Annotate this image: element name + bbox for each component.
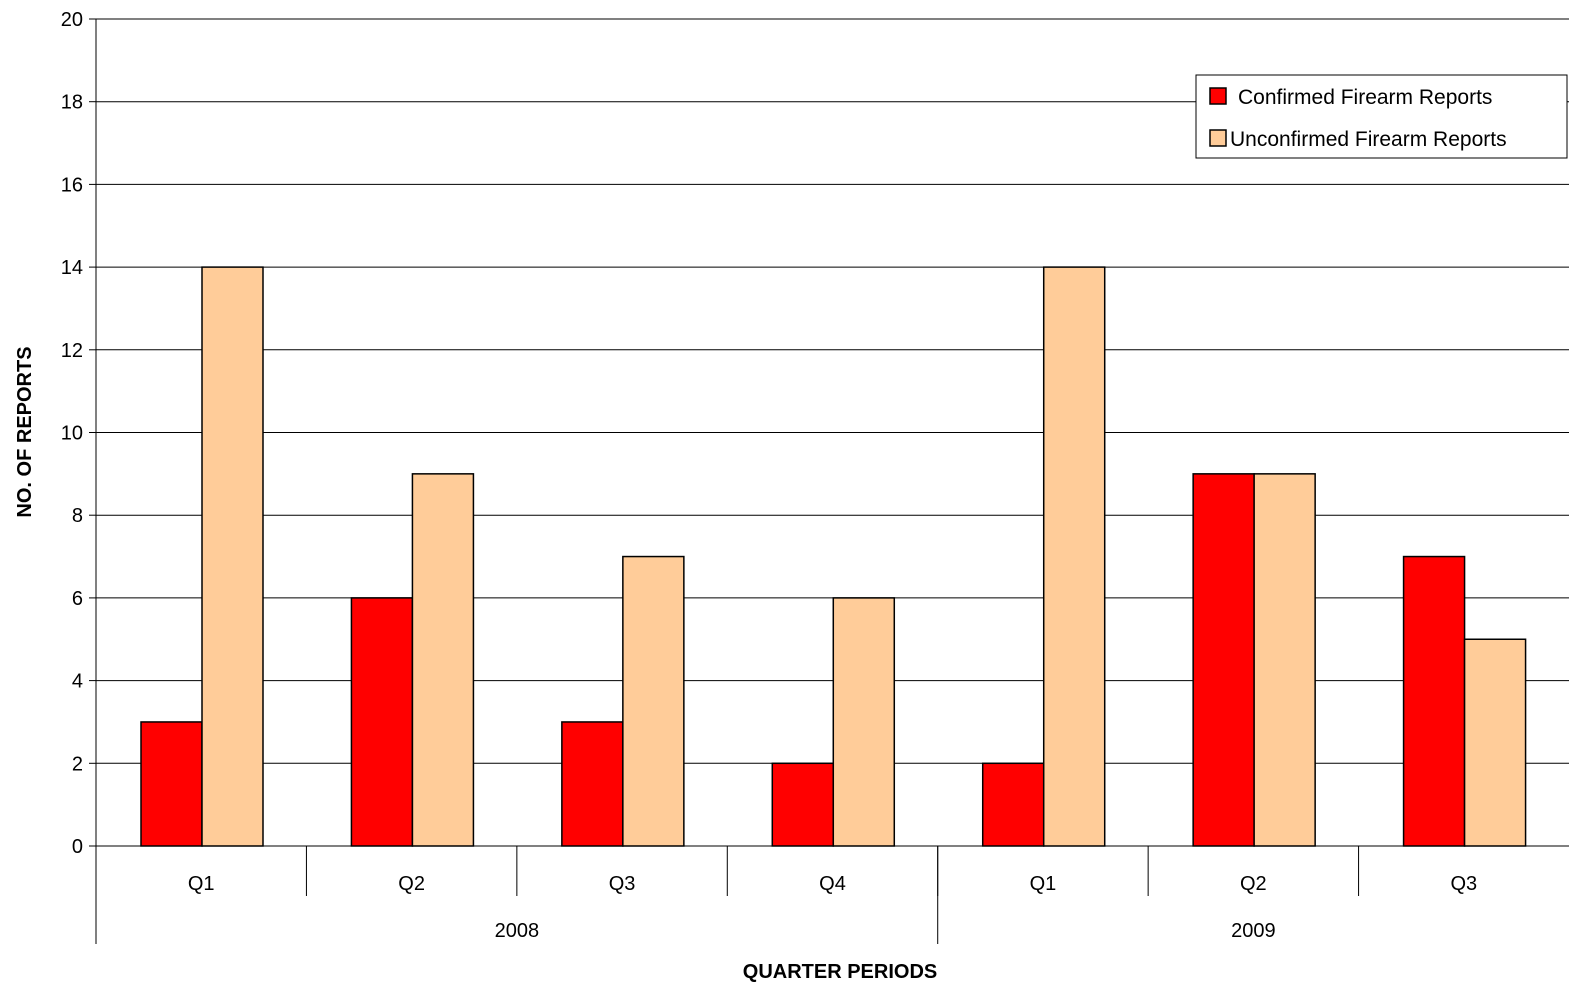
y-tick-label: 16: [61, 174, 83, 196]
y-tick-label: 18: [61, 92, 83, 114]
bar-unconfirmed: [1253, 473, 1316, 847]
bar-confirmed: [1402, 555, 1466, 847]
bar-confirmed: [140, 721, 203, 847]
x-tick-label-quarter: Q1: [188, 873, 215, 895]
legend-swatch: [1209, 87, 1227, 105]
bar-confirmed: [771, 762, 835, 847]
x-tick-label-quarter: Q4: [819, 873, 846, 895]
legend-label: Confirmed Firearm Reports: [1238, 86, 1492, 109]
x-tick-label-year: 2009: [1231, 920, 1276, 942]
bar-unconfirmed: [411, 473, 475, 847]
legend-swatch: [1209, 129, 1227, 147]
x-tick-label-quarter: Q3: [609, 873, 636, 895]
y-tick-label: 2: [72, 753, 83, 775]
y-tick-label: 20: [61, 9, 83, 31]
y-axis-title: NO. OF REPORTS: [14, 346, 36, 517]
legend: Confirmed Firearm Reports Unconfirmed Fir…: [1195, 74, 1568, 159]
y-tick-label: 4: [72, 671, 83, 693]
y-tick-labels: 0 2 4 6 8 10 12 14 16 18 20: [61, 9, 83, 858]
bar-confirmed: [981, 762, 1045, 847]
y-tick-label: 12: [61, 340, 83, 362]
x-tick-label-quarter: Q2: [1240, 873, 1267, 895]
bar-confirmed: [561, 721, 624, 847]
bar-unconfirmed: [201, 266, 264, 847]
y-tick-label: 6: [72, 588, 83, 610]
y-tick-label: 0: [72, 836, 83, 858]
legend-box: [1195, 74, 1568, 159]
x-axis-title: QUARTER PERIODS: [743, 961, 937, 983]
bar-unconfirmed: [622, 555, 685, 847]
x-tick-label-quarter: Q2: [398, 873, 425, 895]
x-tick-label-quarter: Q1: [1030, 873, 1057, 895]
gridlines: [96, 18, 1569, 764]
x-tick-label-year: 2008: [495, 920, 540, 942]
y-tick-label: 14: [61, 257, 83, 279]
bars: [140, 266, 1527, 847]
y-tick-label: 10: [61, 423, 83, 445]
x-tick-labels: Q1 Q2 Q3 Q4 Q1 Q2 Q3 2008 2009: [188, 873, 1477, 942]
legend-label: Unconfirmed Firearm Reports: [1230, 128, 1507, 151]
bar-unconfirmed: [832, 597, 896, 847]
bar-unconfirmed: [1042, 266, 1106, 847]
bar-unconfirmed: [1463, 638, 1527, 847]
bar-confirmed: [350, 597, 414, 847]
bar-confirmed: [1192, 473, 1255, 847]
x-tick-label-quarter: Q3: [1450, 873, 1477, 895]
y-tick-label: 8: [72, 505, 83, 527]
axes: [89, 18, 1569, 944]
